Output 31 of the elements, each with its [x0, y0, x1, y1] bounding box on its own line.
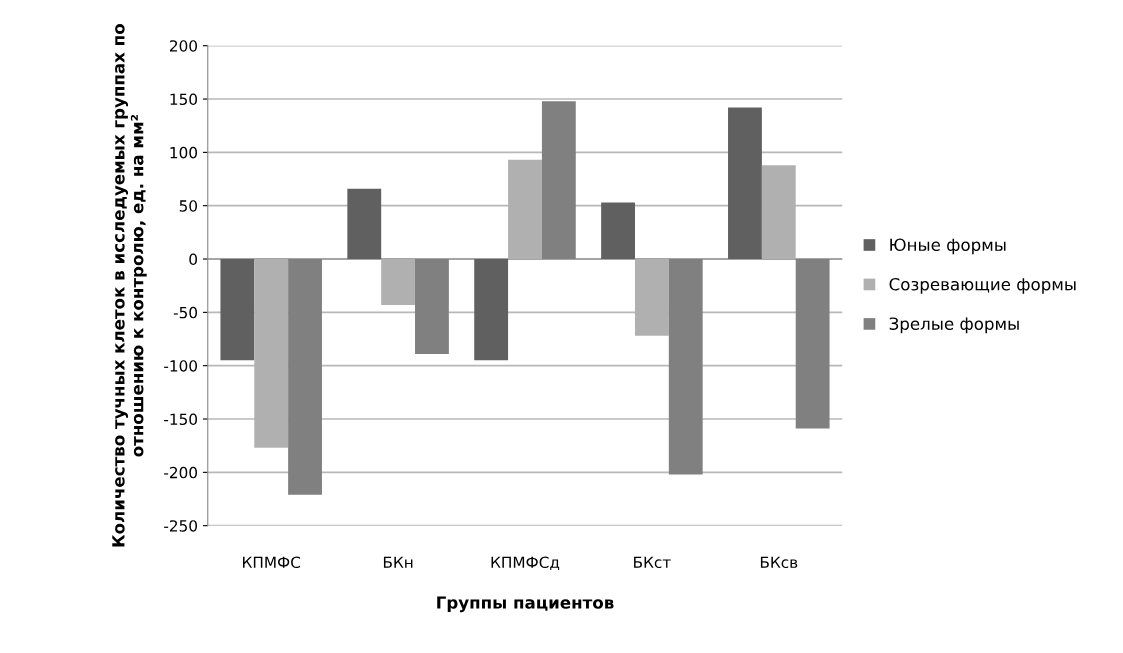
bar	[288, 259, 322, 495]
bar	[541, 101, 576, 260]
x-tick-label: БКст	[634, 556, 671, 569]
x-tick-label: БКн	[383, 556, 413, 568]
bar	[668, 259, 703, 475]
x-tick-label: КПМФСд	[491, 556, 560, 570]
x-tick-label: БКсв	[760, 556, 798, 569]
y-tick-label: -50	[173, 306, 198, 319]
y-tick-label: -100	[164, 360, 198, 372]
bar	[415, 259, 449, 354]
bar	[728, 107, 762, 260]
y-tick-label: 200	[169, 40, 198, 52]
bar	[220, 259, 255, 361]
y-tick-label: -200	[164, 466, 198, 479]
y-tick-label: -150	[164, 413, 198, 426]
bar	[601, 202, 635, 260]
y-tick-label: -250	[164, 520, 198, 532]
y-tick-label: 0	[189, 253, 198, 266]
bar	[347, 188, 382, 260]
bar	[795, 259, 830, 429]
y-tick-label: 150	[170, 93, 198, 106]
x-tick-label: КПМФС	[243, 556, 301, 569]
x-axis-title: Группы пациентов	[437, 596, 614, 613]
legend-label: Созревающие формы	[889, 277, 1076, 294]
bar	[474, 259, 509, 361]
legend-label: Зрелые формы	[889, 317, 1019, 334]
y-tick-label: 100	[170, 146, 198, 159]
bar	[381, 259, 416, 305]
y-tick-label: 50	[179, 200, 198, 212]
y-axis-title: Количество тучных клеток в исследуемых группах по отношению к контролю, ед. на мм²	[112, 24, 147, 547]
legend-label: Юные формы	[890, 238, 1006, 255]
